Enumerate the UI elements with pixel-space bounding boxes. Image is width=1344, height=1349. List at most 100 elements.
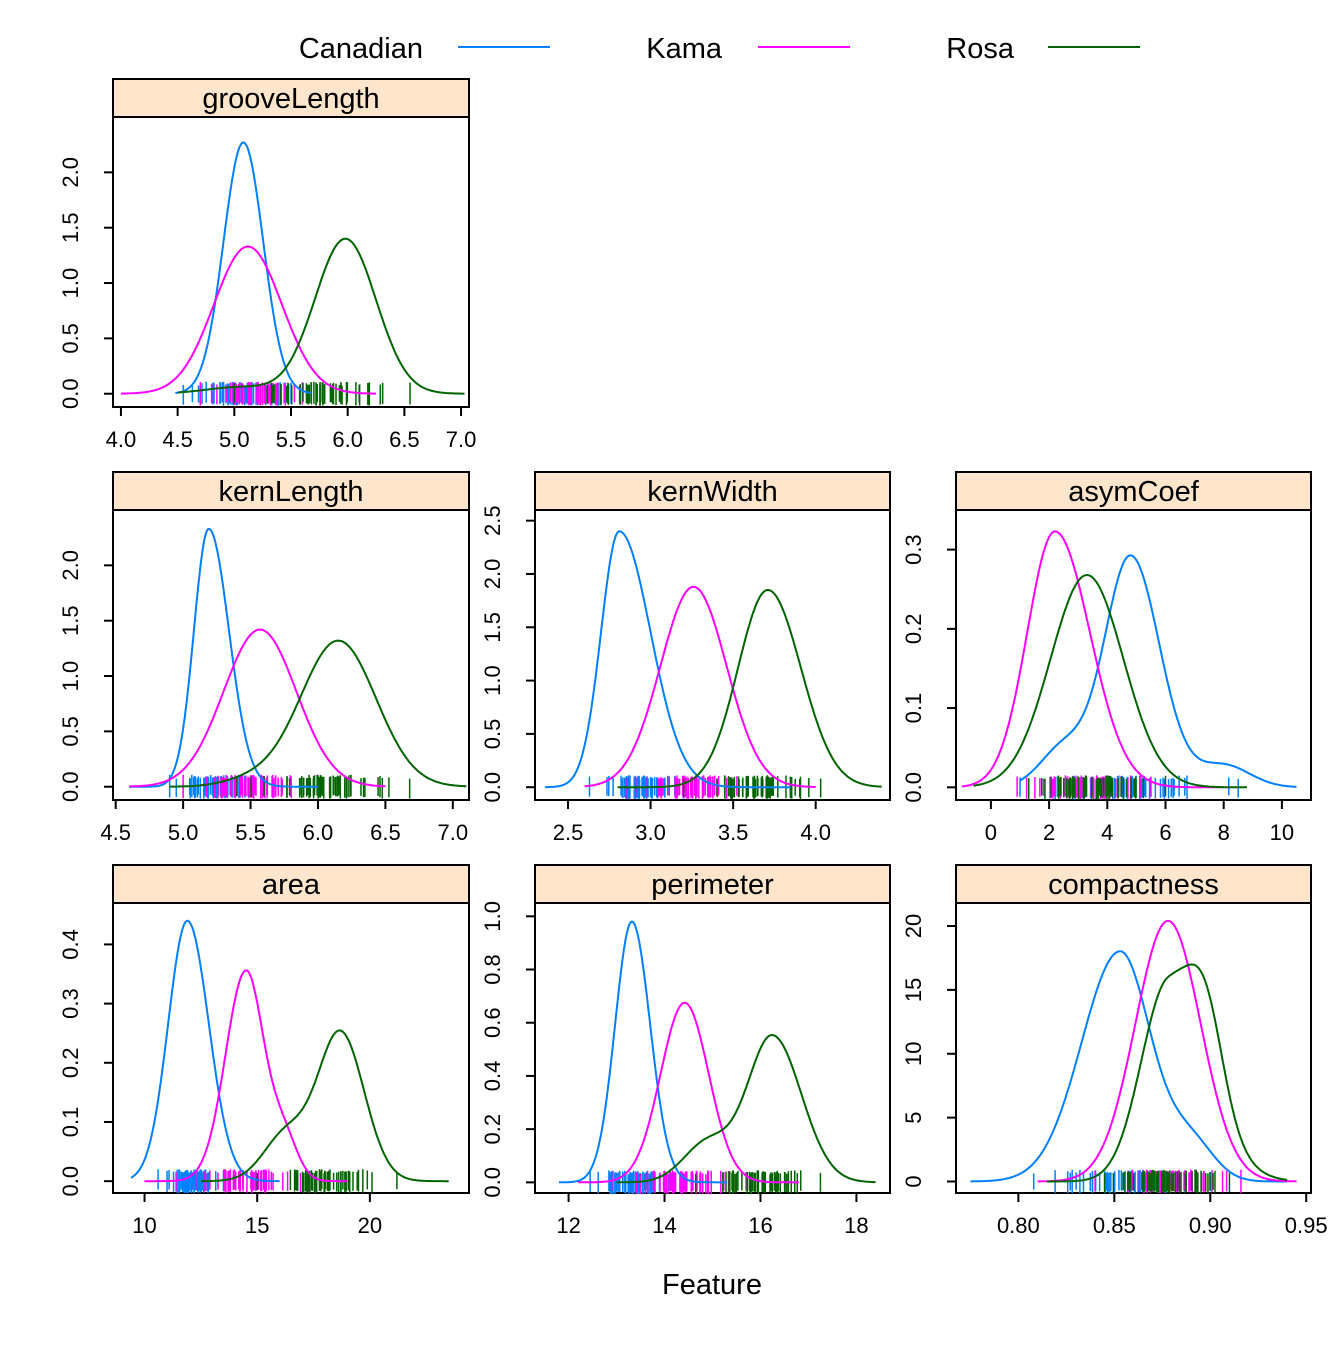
- y-tick-label: 1.0: [480, 665, 505, 696]
- x-tick-label: 0.95: [1285, 1213, 1328, 1238]
- x-tick-label: 4.5: [100, 820, 131, 845]
- x-tick-label: 2: [1043, 820, 1055, 845]
- density-curve-kama: [120, 245, 376, 395]
- x-tick-label: 10: [132, 1213, 156, 1238]
- y-tick-label: 0.5: [58, 716, 83, 747]
- y-tick-label: 1.5: [58, 605, 83, 636]
- density-curve-canadian: [544, 530, 791, 789]
- density-curve-kama: [584, 585, 816, 788]
- x-axis-label: Feature: [662, 1269, 762, 1301]
- y-tick-label: 0.0: [901, 772, 926, 803]
- panel-title: grooveLength: [202, 83, 379, 115]
- x-tick-label: 6: [1159, 820, 1171, 845]
- rug-rosa: [1027, 775, 1167, 800]
- x-tick-label: 4.0: [106, 427, 137, 452]
- rug-rosa: [1103, 1169, 1231, 1194]
- y-tick-label: 5: [901, 1112, 926, 1124]
- y-tick-label: 1.5: [480, 612, 505, 643]
- y-tick-label: 0.3: [901, 534, 926, 565]
- density-curve-kama: [961, 530, 1224, 789]
- x-tick-label: 8: [1218, 820, 1230, 845]
- x-tick-label: 3.5: [718, 820, 749, 845]
- density-curve-kama: [578, 1001, 799, 1184]
- panel-grooveLength: grooveLength 4.0 4.5 5.0 5.5 6.0 6.5 7.0 0.0 0.5 1…: [58, 78, 477, 452]
- density-curve-kama: [129, 628, 386, 788]
- x-tick-label: 16: [748, 1213, 772, 1238]
- y-tick-label: 2.5: [480, 505, 505, 536]
- y-tick-label: 2.0: [58, 157, 83, 188]
- panel-title: perimeter: [651, 869, 774, 901]
- y-tick-label: 0.8: [480, 954, 505, 985]
- legend-label-kama: Kama: [646, 33, 723, 65]
- panel-strip: [955, 471, 1312, 511]
- x-tick-label: 12: [556, 1213, 580, 1238]
- y-tick-label: 0.6: [480, 1007, 505, 1038]
- panel-title: compactness: [1048, 869, 1219, 901]
- panel-frame: [112, 116, 470, 408]
- x-tick-label: 5.5: [276, 427, 307, 452]
- y-tick-label: 0.3: [58, 988, 83, 1019]
- rug-kama: [611, 1170, 747, 1195]
- density-curve-canadian: [129, 527, 318, 788]
- y-tick-label: 15: [901, 978, 926, 1002]
- y-tick-label: 0.0: [58, 378, 83, 409]
- y-tick-label: 0.4: [480, 1061, 505, 1092]
- y-tick-label: 0.2: [480, 1114, 505, 1145]
- x-tick-label: 4.5: [162, 427, 193, 452]
- x-tick-label: 4.0: [800, 820, 831, 845]
- x-tick-label: 6.0: [303, 820, 334, 845]
- density-curve-rosa: [1047, 963, 1288, 1183]
- density-curve-rosa: [616, 1033, 876, 1184]
- x-tick-label: 15: [245, 1213, 269, 1238]
- density-curve-rosa: [177, 237, 465, 395]
- density-curve-canadian: [970, 950, 1287, 1183]
- panel-perimeter: perimeter 12 14 16 18 0.0 0.2 0.4 0.6 0.8 1.0: [480, 864, 891, 1238]
- panel-kernWidth: kernWidth 2.5 3.0 3.5 4.0 0.0 0.5 1.0 1.5 2.0 2.5: [480, 471, 891, 845]
- density-curve-rosa: [200, 1029, 449, 1183]
- density-curve-rosa: [169, 639, 467, 788]
- x-tick-label: 6.5: [389, 427, 420, 452]
- y-tick-label: 2.0: [480, 559, 505, 590]
- panel-compactness: compactness 0.80 0.85 0.90 0.95 0 5 10 15 20: [901, 864, 1328, 1238]
- density-curve-kama: [144, 969, 348, 1183]
- panel-frame: [112, 509, 470, 801]
- legend: Canadian Kama Rosa: [299, 33, 1140, 65]
- panel-strip: [112, 78, 470, 118]
- panel-title: area: [262, 869, 321, 901]
- y-tick-label: 0.2: [58, 1047, 83, 1078]
- x-tick-label: 3.0: [635, 820, 666, 845]
- panels: grooveLength 4.0 4.5 5.0 5.5 6.0 6.5 7.0 0.0 0.5 1…: [58, 78, 1328, 1238]
- panel-area: area 10 15 20 0.0 0.1 0.2 0.3 0.4: [58, 864, 470, 1238]
- panel-frame: [112, 902, 470, 1194]
- x-tick-label: 7.0: [446, 427, 477, 452]
- density-curve-canadian: [559, 920, 727, 1184]
- x-tick-label: 14: [652, 1213, 676, 1238]
- y-tick-label: 0.0: [58, 1166, 83, 1197]
- x-tick-label: 20: [358, 1213, 382, 1238]
- x-tick-label: 2.5: [553, 820, 584, 845]
- density-curve-rosa: [973, 573, 1247, 789]
- x-tick-label: 5.0: [219, 427, 250, 452]
- density-curve-canadian: [130, 919, 280, 1183]
- panel-frame: [534, 902, 891, 1194]
- panel-frame: [534, 509, 891, 801]
- x-tick-label: 0: [985, 820, 997, 845]
- rug-rosa: [256, 1169, 398, 1194]
- y-tick-label: 0.4: [58, 929, 83, 960]
- x-tick-label: 4: [1101, 820, 1113, 845]
- x-tick-label: 0.80: [997, 1213, 1040, 1238]
- y-tick-label: 0.1: [58, 1107, 83, 1138]
- y-tick-label: 0.1: [901, 693, 926, 724]
- legend-label-canadian: Canadian: [299, 33, 423, 65]
- y-tick-label: 0.2: [901, 614, 926, 645]
- density-curve-kama: [1037, 919, 1297, 1183]
- x-tick-label: 6.5: [370, 820, 401, 845]
- y-tick-label: 0.5: [58, 323, 83, 354]
- y-tick-label: 1.0: [58, 661, 83, 692]
- panel-strip: [534, 471, 891, 511]
- x-tick-label: 0.85: [1093, 1213, 1136, 1238]
- density-curve-rosa: [617, 589, 882, 789]
- y-tick-label: 10: [901, 1042, 926, 1066]
- x-tick-label: 5.0: [168, 820, 199, 845]
